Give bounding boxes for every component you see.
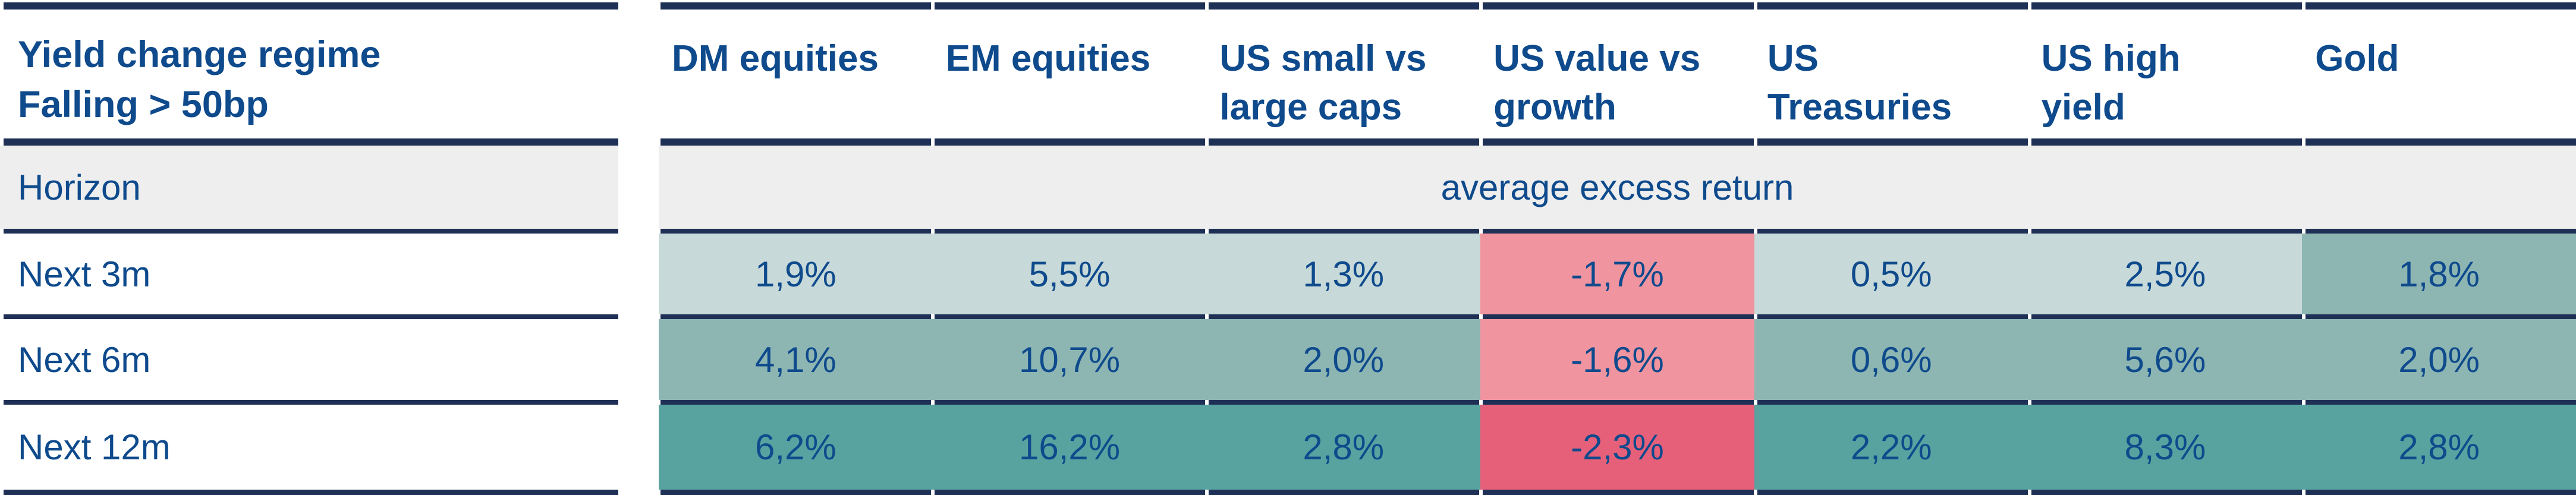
divider-segment xyxy=(2031,138,2302,146)
divider-segment xyxy=(2031,229,2302,234)
divider-segment xyxy=(2305,490,2576,495)
divider-segment xyxy=(1483,2,1754,10)
divider-gap xyxy=(618,2,659,10)
average-excess-return-banner: average excess return xyxy=(659,146,2576,229)
divider-segment xyxy=(2305,2,2576,10)
value-cell: 4,1% xyxy=(659,319,933,400)
row-label-next-6m: Next 6m xyxy=(0,319,618,400)
value-cell: 0,5% xyxy=(1754,234,2028,314)
divider-segment xyxy=(935,400,1206,405)
divider-segment xyxy=(935,314,1206,319)
divider-segment xyxy=(1209,400,1480,405)
divider-gap xyxy=(618,138,659,146)
divider-segment xyxy=(2031,2,2302,10)
horizon-label: Horizon xyxy=(0,146,618,229)
divider-segment xyxy=(660,314,932,319)
divider-segment xyxy=(1483,314,1754,319)
divider-segment xyxy=(935,138,1206,146)
divider-segment xyxy=(2031,490,2302,495)
divider-segment xyxy=(660,2,932,10)
divider-segment xyxy=(1483,400,1754,405)
divider-segment xyxy=(2305,138,2576,146)
value-cell: 1,8% xyxy=(2302,234,2576,314)
divider-segment xyxy=(4,490,618,495)
divider-segment xyxy=(935,229,1206,234)
divider-segment xyxy=(4,2,618,10)
value-cell: 2,0% xyxy=(2302,319,2576,400)
divider-segment xyxy=(1757,400,2028,405)
divider-segment xyxy=(1757,314,2028,319)
divider-segment xyxy=(1209,490,1480,495)
divider-segment xyxy=(1209,229,1480,234)
column-header-em-equities: EM equities xyxy=(945,38,1151,79)
value-cell: 6,2% xyxy=(659,405,933,490)
divider-segment xyxy=(1757,490,2028,495)
column-header-us-treasuries: US Treasuries xyxy=(1767,38,1952,128)
divider-row xyxy=(0,138,2576,146)
column-header-gold: Gold xyxy=(2315,38,2399,79)
value-cell: -2,3% xyxy=(1480,405,1754,490)
divider-segment xyxy=(2031,400,2302,405)
row-label-next-3m: Next 3m xyxy=(0,234,618,314)
column-header-us-small-vs-large-caps: US small vs large caps xyxy=(1219,38,1427,128)
value-cell: 8,3% xyxy=(2028,405,2303,490)
divider-segment xyxy=(1209,314,1480,319)
divider-segment xyxy=(1757,138,2028,146)
divider-segment xyxy=(1483,138,1754,146)
divider-segment xyxy=(2305,400,2576,405)
divider-segment xyxy=(2305,229,2576,234)
value-cell: 10,7% xyxy=(932,319,1207,400)
divider-gap xyxy=(618,314,659,319)
divider-segment xyxy=(1757,2,2028,10)
divider-segment xyxy=(1757,229,2028,234)
divider-segment xyxy=(2305,314,2576,319)
divider-segment xyxy=(660,229,932,234)
divider-segment xyxy=(4,138,618,146)
divider-segment xyxy=(4,400,618,405)
divider-segment xyxy=(1209,2,1480,10)
value-cell: 5,5% xyxy=(932,234,1207,314)
divider-row xyxy=(0,400,2576,405)
divider-segment xyxy=(2031,314,2302,319)
divider-row xyxy=(0,314,2576,319)
divider-gap xyxy=(618,400,659,405)
divider-segment xyxy=(660,400,932,405)
table-title: Yield change regime Falling > 50bp xyxy=(18,34,381,125)
divider-row xyxy=(0,2,2576,10)
divider-row xyxy=(0,229,2576,234)
column-header-us-value-vs-growth: US value vs growth xyxy=(1493,38,1701,128)
value-cell: 1,3% xyxy=(1206,234,1481,314)
divider-segment xyxy=(935,2,1206,10)
divider-segment xyxy=(660,490,932,495)
row-label-next-12m: Next 12m xyxy=(0,405,618,490)
value-cell: 2,0% xyxy=(1206,319,1481,400)
divider-segment xyxy=(935,490,1206,495)
divider-segment xyxy=(660,138,932,146)
divider-segment xyxy=(1483,490,1754,495)
value-cell: -1,7% xyxy=(1480,234,1754,314)
value-cell: 2,5% xyxy=(2028,234,2303,314)
value-cell: 0,6% xyxy=(1754,319,2028,400)
divider-row xyxy=(0,490,2576,495)
value-cell: 2,8% xyxy=(2302,405,2576,490)
divider-gap xyxy=(618,490,659,495)
value-cell: 2,2% xyxy=(1754,405,2028,490)
value-cell: 16,2% xyxy=(932,405,1207,490)
divider-segment xyxy=(1483,229,1754,234)
value-cell: 1,9% xyxy=(659,234,933,314)
value-cell: 5,6% xyxy=(2028,319,2303,400)
column-header-dm-equities: DM equities xyxy=(672,38,879,79)
divider-gap xyxy=(618,229,659,234)
divider-segment xyxy=(4,314,618,319)
value-cell: -1,6% xyxy=(1480,319,1754,400)
divider-segment xyxy=(1209,138,1480,146)
value-cell: 2,8% xyxy=(1206,405,1481,490)
column-header-us-high-yield: US high yield xyxy=(2041,38,2181,128)
divider-segment xyxy=(4,229,618,234)
